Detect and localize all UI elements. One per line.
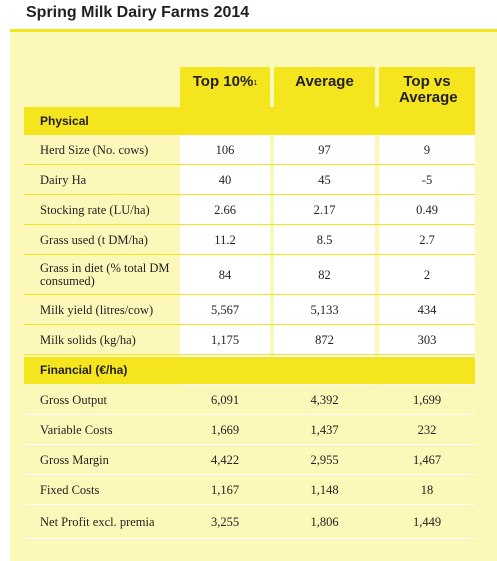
row-value-top10: 40: [218, 172, 232, 187]
row-divider: [24, 324, 475, 325]
row-value-average: 5,133: [310, 302, 339, 317]
row-value-top10: 106: [215, 142, 235, 157]
row-value-average: 45: [318, 172, 331, 187]
row-divider: [24, 474, 475, 475]
section-heading-physical: Physical: [40, 113, 89, 128]
header-cell-average: [274, 67, 375, 107]
row-value-diff: 18: [420, 482, 434, 497]
row-value-average: 97: [318, 142, 331, 157]
row-divider: [24, 254, 475, 255]
row-cell-bg: [379, 415, 475, 445]
row-value-top10: 84: [218, 267, 232, 282]
row-value-diff: 303: [417, 332, 437, 347]
row-cell-bg: [180, 505, 270, 539]
row-cell-bg: [180, 475, 270, 505]
row-value-diff: 434: [417, 302, 437, 317]
row-cell-bg: [379, 445, 475, 475]
row-label: Gross Output: [40, 392, 108, 407]
row-label: Net Profit excl. premia: [40, 514, 155, 529]
row-label: Variable Costs: [40, 422, 113, 437]
row-label: Grass used (t DM/ha): [40, 232, 148, 247]
row-value-top10: 2.66: [214, 202, 236, 217]
row-cell-bg: [274, 445, 375, 475]
row-value-average: 1,806: [310, 514, 339, 529]
row-value-top10: 1,167: [210, 482, 240, 497]
row-value-average: 82: [318, 267, 331, 282]
row-label: Gross Margin: [40, 452, 109, 467]
row-value-diff: 9: [423, 142, 431, 157]
row-cell-bg: [274, 475, 375, 505]
row-value-top10: 5,567: [210, 302, 240, 317]
row-cell-bg: [379, 505, 475, 539]
row-cell-bg: [274, 505, 375, 539]
row-label: Herd Size (No. cows): [40, 142, 149, 157]
row-value-average: 8.5: [316, 232, 333, 247]
row-value-average: 4,392: [310, 392, 339, 407]
row-divider: [24, 294, 475, 295]
row-cell-bg: [180, 415, 270, 445]
row-value-top10: 3,255: [210, 514, 240, 529]
page-title: Spring Milk Dairy Farms 2014: [26, 4, 250, 21]
row-value-average: 872: [315, 332, 334, 347]
column-header-diff: Top vs Average: [399, 73, 458, 106]
row-label: Fixed Costs: [40, 482, 100, 497]
section-heading-financial: Financial (€/ha): [40, 363, 128, 377]
row-value-diff: 232: [417, 422, 437, 437]
row-divider: [24, 414, 475, 415]
row-label: Grass in diet (% total DM consumed): [40, 261, 170, 288]
row-divider: [24, 444, 475, 445]
header-cell-top10: [180, 67, 270, 107]
row-value-average: 2.17: [313, 202, 336, 217]
row-divider: [24, 164, 475, 165]
row-label: Milk yield (litres/cow): [40, 302, 154, 317]
column-header-average: Average: [295, 73, 354, 90]
row-value-diff: 1,699: [412, 392, 442, 407]
row-divider: [24, 538, 475, 539]
row-value-diff: 1,467: [412, 452, 442, 467]
row-value-top10: 11.2: [214, 232, 236, 247]
row-cell-bg: [180, 445, 270, 475]
row-value-top10: 1,669: [210, 422, 240, 437]
row-cell-bg: [180, 385, 270, 415]
header-cell-diff: [379, 67, 475, 107]
row-value-average: 2,955: [310, 452, 339, 467]
row-value-diff: 1,449: [412, 514, 442, 529]
section-financial-bg: [24, 357, 475, 384]
row-label: Milk solids (kg/ha): [40, 332, 136, 347]
row-divider: [24, 504, 475, 505]
row-value-top10: 6,091: [210, 392, 240, 407]
column-header-top10: Top 10%1: [192, 73, 258, 90]
row-value-diff: 2.7: [419, 232, 435, 247]
row-divider: [24, 354, 475, 355]
row-value-top10: 1,175: [210, 332, 240, 347]
row-value-diff: -5: [421, 172, 433, 187]
row-divider: [24, 224, 475, 225]
row-value-top10: 4,422: [210, 452, 240, 467]
row-label: Dairy Ha: [40, 172, 87, 187]
row-value-average: 1,437: [310, 422, 339, 437]
row-cell-bg: [379, 475, 475, 505]
row-cell-bg: [274, 415, 375, 445]
row-cell-bg: [274, 385, 375, 415]
row-value-average: 1,148: [310, 482, 339, 497]
section-physical-bg: [24, 107, 475, 135]
row-cell-bg: [379, 385, 475, 415]
row-value-diff: 2: [423, 267, 431, 282]
row-value-diff: 0.49: [416, 202, 438, 217]
title-rule: [10, 29, 497, 32]
row-divider: [24, 194, 475, 195]
row-label: Stocking rate (LU/ha): [40, 202, 150, 217]
